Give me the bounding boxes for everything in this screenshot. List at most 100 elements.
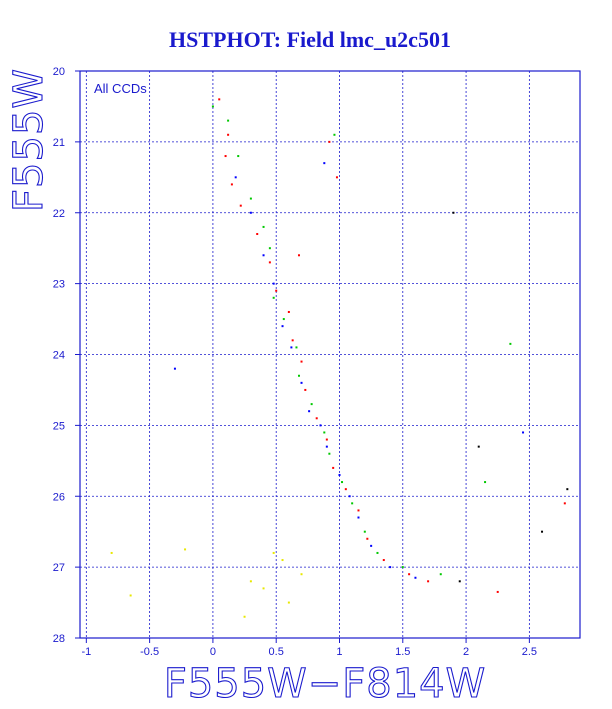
data-point: [401, 566, 404, 569]
data-point: [308, 410, 311, 413]
data-point: [290, 346, 293, 349]
chart-title: HSTPHOT: Field lmc_u2c501: [169, 27, 451, 52]
data-point: [249, 580, 252, 583]
data-point: [230, 183, 233, 186]
data-point: [439, 573, 442, 576]
data-point: [262, 225, 265, 228]
data-point: [328, 140, 331, 143]
data-point: [563, 502, 566, 505]
data-point: [218, 98, 221, 101]
data-point: [300, 360, 303, 363]
data-point: [304, 388, 307, 391]
data-point: [338, 473, 341, 476]
data-point: [333, 133, 336, 136]
data-point: [262, 254, 265, 257]
tick-labels: -1 -0.5 0 0.5 1 1.5 2 2.5 20 21 22 23 24 25 26 27 28: [53, 66, 537, 658]
x-tick-label: -1: [81, 646, 91, 658]
data-point: [272, 282, 275, 285]
data-point: [389, 566, 392, 569]
data-point: [268, 261, 271, 264]
data-point: [382, 559, 385, 562]
data-point: [484, 481, 487, 484]
y-tick-label: 21: [53, 137, 65, 149]
data-point: [224, 155, 227, 158]
data-point: [300, 381, 303, 384]
data-point: [295, 346, 298, 349]
data-point: [323, 431, 326, 434]
data-point: [335, 176, 338, 179]
data-point: [323, 162, 326, 165]
y-tick-label: 28: [53, 633, 65, 645]
data-point: [351, 502, 354, 505]
data-point: [344, 488, 347, 491]
data-point: [477, 445, 480, 448]
data-point: [291, 339, 294, 342]
data-point: [281, 559, 284, 562]
x-axis-label: F555W−F814W: [164, 661, 486, 707]
y-tick-label: 26: [53, 491, 65, 503]
data-point: [227, 119, 230, 122]
y-tick-label: 22: [53, 208, 65, 220]
data-point: [297, 374, 300, 377]
data-point: [325, 438, 328, 441]
x-tick-label: 1.5: [395, 646, 410, 658]
data-point: [282, 318, 285, 321]
data-point: [287, 601, 290, 604]
data-point: [328, 452, 331, 455]
y-axis-label: F555W: [6, 68, 52, 212]
data-point: [249, 211, 252, 214]
data-point: [541, 530, 544, 533]
data-point: [256, 233, 259, 236]
data-point: [357, 509, 360, 512]
data-point: [110, 551, 113, 554]
data-point: [452, 211, 455, 214]
data-point: [272, 551, 275, 554]
data-point: [173, 367, 176, 370]
data-point: [370, 544, 373, 547]
data-point: [414, 576, 417, 579]
annotation-all-ccds: All CCDs: [94, 81, 147, 96]
data-point: [249, 197, 252, 200]
data-point: [227, 133, 230, 136]
x-tick-label: 0: [210, 646, 216, 658]
data-point: [376, 551, 379, 554]
data-point: [234, 176, 237, 179]
y-tick-label: 27: [53, 562, 65, 574]
data-point: [268, 247, 271, 250]
data-point: [509, 342, 512, 345]
x-tick-label: 1: [336, 646, 342, 658]
data-point: [496, 590, 499, 593]
data-point: [357, 516, 360, 519]
x-tick-label: 2.5: [522, 646, 537, 658]
data-point: [458, 580, 461, 583]
x-tick-label: 0.5: [269, 646, 284, 658]
y-tick-label: 20: [53, 66, 65, 78]
data-point: [129, 594, 132, 597]
data-point: [281, 325, 284, 328]
data-point: [408, 573, 411, 576]
data-point: [341, 481, 344, 484]
y-tick-label: 24: [53, 350, 65, 362]
x-tick-label: -0.5: [140, 646, 159, 658]
data-point: [211, 105, 214, 108]
data-point: [348, 495, 351, 498]
data-point: [315, 417, 318, 420]
data-point: [332, 466, 335, 469]
data-point: [287, 310, 290, 313]
data-points: [110, 98, 569, 618]
data-point: [427, 580, 430, 583]
data-point: [566, 488, 569, 491]
data-point: [300, 573, 303, 576]
data-point: [262, 587, 265, 590]
data-point: [319, 424, 322, 427]
data-point: [275, 289, 278, 292]
grid: [80, 71, 580, 638]
data-point: [237, 155, 240, 158]
data-point: [325, 445, 328, 448]
data-point: [239, 204, 242, 207]
data-point: [184, 548, 187, 551]
data-point: [363, 530, 366, 533]
data-point: [310, 403, 313, 406]
data-point: [366, 537, 369, 540]
